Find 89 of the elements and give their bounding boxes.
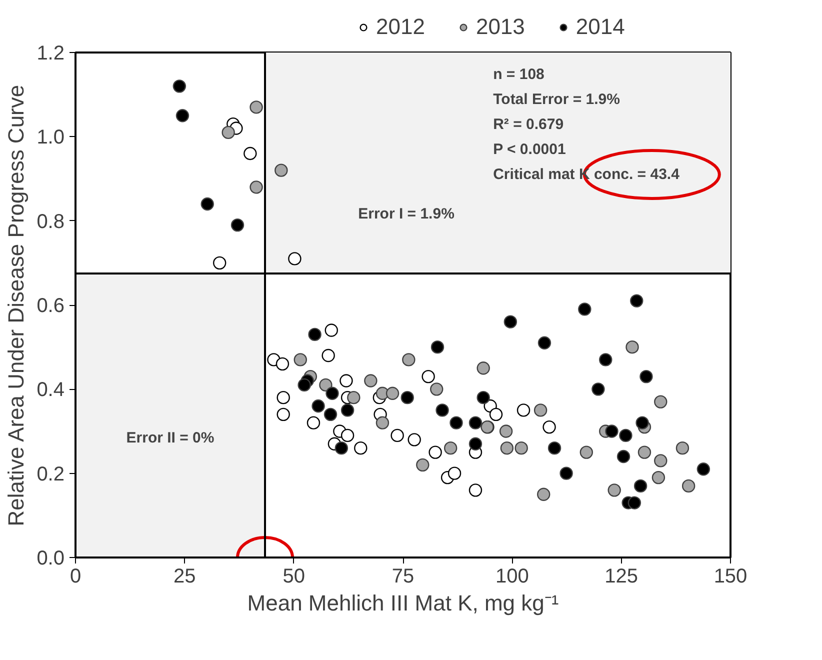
point: [400, 390, 414, 404]
x-axis-title: Mean Mehlich III Mat K, mg kg⁻¹: [247, 590, 559, 616]
point: [630, 294, 644, 308]
y-tick-label: 0.0: [36, 548, 65, 570]
y-tick-label: 0.2: [36, 463, 65, 486]
point: [468, 416, 482, 430]
point: [652, 470, 666, 484]
point: [499, 424, 513, 438]
point: [230, 218, 244, 232]
y-tick-label: 0.6: [36, 295, 65, 317]
band-label: Error II = 0%: [126, 430, 214, 447]
y-tick-label: 1.2: [36, 42, 65, 64]
point: [537, 488, 550, 501]
x-tick-label: 50: [282, 566, 305, 588]
point: [534, 404, 548, 417]
point: [592, 382, 605, 396]
point: [340, 404, 354, 417]
legend-label: 2012: [376, 14, 425, 40]
x-tick-label: 125: [604, 566, 638, 588]
x-tick-label: 100: [495, 566, 529, 588]
annotation: n = 108: [493, 66, 544, 83]
point: [250, 100, 263, 114]
point: [334, 441, 348, 455]
point: [298, 378, 311, 392]
point: [654, 395, 668, 408]
point: [628, 496, 642, 510]
point: [444, 441, 458, 455]
point: [319, 378, 332, 392]
point: [696, 462, 710, 476]
point: [538, 336, 552, 350]
point: [605, 424, 618, 438]
point: [468, 437, 482, 450]
point: [430, 382, 444, 396]
point: [176, 109, 190, 122]
x-tick-label: 0: [70, 566, 82, 588]
point: [450, 416, 463, 430]
point: [616, 450, 630, 464]
point: [619, 428, 632, 442]
point: [634, 479, 648, 493]
annotation: R² = 0.679: [493, 116, 564, 133]
point: [626, 340, 639, 354]
point: [402, 353, 416, 366]
point: [312, 399, 325, 413]
x-tick-label: 150: [714, 566, 748, 588]
point: [640, 370, 653, 384]
band-label: Error I = 1.9%: [358, 205, 454, 222]
point: [580, 446, 593, 459]
point: [548, 441, 562, 455]
y-axis-title: Relative Area Under Disease Progress Curve: [4, 84, 29, 526]
x-tick-label: 25: [174, 566, 196, 588]
point: [430, 340, 444, 354]
point: [636, 416, 649, 430]
point: [476, 390, 490, 404]
point: [347, 390, 360, 404]
annotation: Total Error = 1.9%: [493, 91, 620, 108]
point: [274, 164, 288, 177]
point: [599, 353, 612, 366]
point: [500, 441, 514, 455]
point: [608, 484, 621, 497]
point: [416, 458, 430, 472]
y-tick-label: 1.0: [36, 126, 65, 149]
point: [308, 328, 322, 342]
point: [386, 386, 400, 400]
legend-label: 2014: [576, 14, 625, 40]
point: [476, 362, 490, 375]
y-tick-label: 0.4: [36, 379, 65, 402]
point: [288, 252, 302, 266]
point: [364, 374, 378, 388]
point: [638, 446, 652, 459]
point: [578, 302, 592, 316]
point: [376, 416, 390, 430]
point: [504, 315, 518, 328]
point: [324, 408, 338, 422]
point: [294, 353, 307, 366]
x-tick-label: 75: [392, 566, 414, 588]
point: [200, 197, 214, 211]
point: [172, 80, 186, 93]
point: [654, 454, 668, 468]
legend-label: 2013: [476, 14, 525, 40]
y-tick-label: 0.8: [36, 210, 65, 233]
annotation: P < 0.0001: [493, 141, 566, 158]
point: [326, 386, 339, 400]
point: [560, 466, 573, 480]
point: [250, 180, 263, 194]
point: [436, 404, 449, 417]
point: [222, 126, 235, 140]
point: [514, 441, 528, 455]
point: [682, 479, 696, 493]
point: [676, 441, 690, 455]
